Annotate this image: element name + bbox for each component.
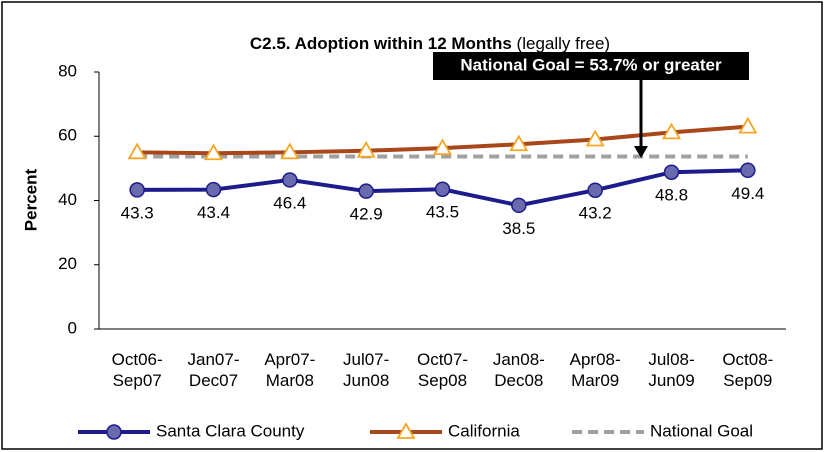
point xyxy=(511,197,527,214)
x-tick-label: Oct08-Sep09 xyxy=(722,350,773,390)
point xyxy=(738,116,758,134)
y-tick-label: 20 xyxy=(58,254,77,273)
data-label: 43.4 xyxy=(197,203,230,222)
point xyxy=(280,142,300,160)
data-label: 49.4 xyxy=(731,184,764,203)
point xyxy=(585,129,605,147)
x-tick-label: Jan07-Dec07 xyxy=(188,350,240,390)
x-tick-label: Jan08-Dec08 xyxy=(493,350,545,390)
point xyxy=(203,143,224,161)
data-label: 38.5 xyxy=(502,219,535,238)
legend-label: National Goal xyxy=(650,421,753,440)
y-tick-label: 40 xyxy=(58,190,77,209)
data-label: 42.9 xyxy=(350,205,383,224)
legend-marker xyxy=(396,422,416,439)
point xyxy=(358,183,374,199)
x-tick-label: Apr07-Mar08 xyxy=(264,350,315,390)
point xyxy=(127,142,147,160)
data-label: 43.5 xyxy=(426,203,459,222)
x-tick-label: Jul07-Jun08 xyxy=(343,350,389,390)
y-axis-label: Percent xyxy=(21,168,40,231)
y-tick-label: 60 xyxy=(58,126,77,145)
annotation-arrowhead xyxy=(634,146,648,158)
point xyxy=(282,172,298,188)
x-tick-label: Oct07-Sep08 xyxy=(417,350,468,390)
data-label: 48.8 xyxy=(655,186,688,205)
annotation: National Goal = 53.7% or greater xyxy=(460,55,722,74)
chart-title: C2.5. Adoption within 12 Months xyxy=(250,34,512,53)
point xyxy=(205,181,222,198)
legend-label: California xyxy=(448,421,520,440)
legend-label: Santa Clara County xyxy=(156,421,305,440)
point xyxy=(432,138,453,156)
legend-marker xyxy=(106,424,122,440)
point xyxy=(663,164,680,180)
chart-title-group: C2.5. Adoption within 12 Months (legally… xyxy=(250,34,610,53)
point xyxy=(509,134,529,152)
y-tick-label: 80 xyxy=(58,61,77,80)
data-label: 43.2 xyxy=(579,204,612,223)
data-label: 43.3 xyxy=(121,203,154,222)
point xyxy=(587,182,603,198)
chart-subtitle: (legally free) xyxy=(517,34,611,53)
point xyxy=(434,181,451,198)
x-tick-label: Jul08-Jun09 xyxy=(648,350,694,390)
point xyxy=(129,182,145,198)
point xyxy=(356,140,376,158)
point xyxy=(661,122,682,140)
y-tick-label: 0 xyxy=(68,318,77,337)
x-tick-label: Oct06-Sep07 xyxy=(112,350,163,390)
point xyxy=(740,162,756,179)
annotation-box xyxy=(433,52,749,80)
x-tick-label: Apr08-Mar09 xyxy=(570,350,621,390)
data-label: 46.4 xyxy=(273,193,306,212)
